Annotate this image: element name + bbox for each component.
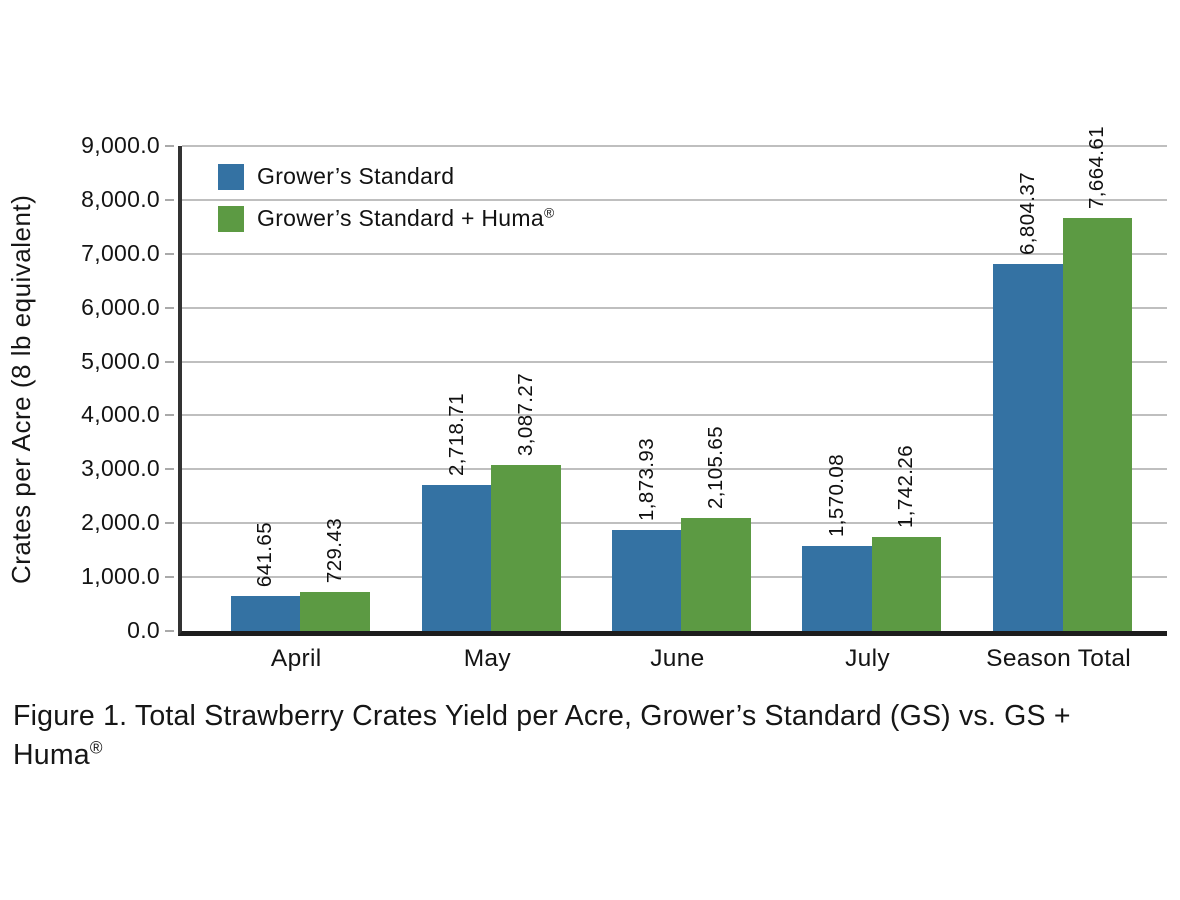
legend: Grower’s Standard Grower’s Standard + Hum… xyxy=(218,163,554,232)
bar-value-label-grower-s-standard-april: 641.65 xyxy=(253,522,277,588)
bar-grower-s-standard-huma-season-total: 7,664.61 xyxy=(1062,126,1133,631)
legend-item-grower-s-standard-huma: Grower’s Standard + Huma® xyxy=(218,205,554,232)
bar-value-label-grower-s-standard-huma-june: 2,105.65 xyxy=(704,425,728,509)
y-tick-mark-5000 xyxy=(165,360,174,363)
bar-chart: Crates per Acre (8 lb equivalent) 0.0 1,0… xyxy=(0,126,1167,681)
gridline-6000 xyxy=(182,306,1167,309)
y-tick-label-3000: 3,000.0 xyxy=(81,455,160,482)
y-tick-mark-3000 xyxy=(165,468,174,471)
gridline-7000 xyxy=(182,252,1167,255)
y-tick-label-4000: 4,000.0 xyxy=(81,401,160,428)
bar-grower-s-standard-july: 1,570.08 xyxy=(802,454,872,631)
bar-grower-s-standard-season-total: 6,804.37 xyxy=(993,172,1063,631)
bar-grower-s-standard-june: 1,873.93 xyxy=(611,438,682,631)
gridline-4000 xyxy=(182,414,1167,417)
legend-label: Grower’s Standard xyxy=(257,163,455,189)
registered-trademark-symbol: ® xyxy=(543,205,555,221)
legend-label: Grower’s Standard + Huma® xyxy=(257,205,555,231)
y-tick-mark-2000 xyxy=(165,522,174,525)
x-axis-labels: April May June July Season Total xyxy=(178,645,1163,681)
y-tick-mark-8000 xyxy=(165,198,174,201)
x-axis-label-april: April xyxy=(270,645,322,672)
x-axis-label-season-total: Season Total xyxy=(986,645,1131,672)
bar-grower-s-standard-huma-may: 3,087.27 xyxy=(491,373,561,631)
figure-caption: Figure 1. Total Strawberry Crates Yield … xyxy=(13,697,1163,775)
bar-value-label-grower-s-standard-huma-may: 3,087.27 xyxy=(514,372,538,456)
bar-value-label-grower-s-standard-july: 1,570.08 xyxy=(824,454,848,538)
bar-group-june: 1,873.93 2,105.65 xyxy=(611,146,751,631)
bar-grower-s-standard-huma-july: 1,742.26 xyxy=(871,445,941,631)
legend-swatch-icon xyxy=(218,163,244,190)
bar-grower-s-standard-huma-june: 2,105.65 xyxy=(681,426,751,631)
bar-grower-s-standard-huma-april: 729.43 xyxy=(300,518,370,631)
bar-value-label-grower-s-standard-may: 2,718.71 xyxy=(444,392,468,476)
y-tick-mark-0 xyxy=(165,630,174,632)
caption-line-1: Figure 1. Total Strawberry Crates Yield … xyxy=(13,700,1071,732)
x-axis-label-june: June xyxy=(650,645,705,672)
gridline-8000 xyxy=(182,198,1167,201)
bar-group-april: 641.65 729.43 xyxy=(230,146,370,631)
y-tick-mark-1000 xyxy=(165,576,174,579)
y-tick-label-6000: 6,000.0 xyxy=(81,293,160,320)
bar-value-label-grower-s-standard-huma-july: 1,742.26 xyxy=(894,445,918,529)
bar-group-season-total: 6,804.37 7,664.61 xyxy=(993,126,1133,631)
bar-value-label-grower-s-standard-huma-april: 729.43 xyxy=(322,517,346,583)
legend-item-grower-s-standard: Grower’s Standard xyxy=(218,163,554,190)
y-tick-label-2000: 2,000.0 xyxy=(81,509,160,536)
gridline-5000 xyxy=(182,360,1167,363)
y-tick-label-5000: 5,000.0 xyxy=(81,347,160,374)
bar-group-may: 2,718.71 3,087.27 xyxy=(421,146,561,631)
y-tick-label-1000: 1,000.0 xyxy=(81,563,160,590)
x-axis-label-july: July xyxy=(845,645,890,672)
y-axis-tick-labels: 0.0 1,000.0 2,000.0 3,000.0 4,000.0 5,000.0 6,… xyxy=(0,132,176,643)
y-tick-mark-7000 xyxy=(165,252,174,255)
y-tick-mark-6000 xyxy=(165,306,174,309)
bar-group-july: 1,570.08 1,742.26 xyxy=(802,146,941,631)
y-tick-label-8000: 8,000.0 xyxy=(81,185,160,212)
y-tick-label-9000: 9,000.0 xyxy=(81,132,160,158)
gridline-2000 xyxy=(182,522,1167,525)
y-tick-mark-4000 xyxy=(165,414,174,417)
bar-grower-s-standard-may: 2,718.71 xyxy=(421,393,492,631)
bar-value-label-grower-s-standard-june: 1,873.93 xyxy=(634,438,658,522)
registered-trademark-symbol: ® xyxy=(89,738,103,758)
gridline-3000 xyxy=(182,468,1167,471)
bar-value-label-grower-s-standard-season-total: 6,804.37 xyxy=(1015,172,1039,256)
plot-area: 641.65 729.43 2,718.71 3,087.27 1,873.93 2,10… xyxy=(178,126,1167,636)
caption-line-2: Huma xyxy=(13,739,90,771)
legend-swatch-icon xyxy=(218,205,244,232)
bar-grower-s-standard-april: 641.65 xyxy=(230,522,301,631)
y-tick-label-0: 0.0 xyxy=(127,617,160,643)
bar-value-label-grower-s-standard-huma-season-total: 7,664.61 xyxy=(1085,125,1109,209)
y-tick-label-7000: 7,000.0 xyxy=(81,239,160,266)
x-axis-label-may: May xyxy=(463,645,511,672)
gridline-9000 xyxy=(182,145,1167,147)
y-tick-mark-9000 xyxy=(165,145,174,147)
